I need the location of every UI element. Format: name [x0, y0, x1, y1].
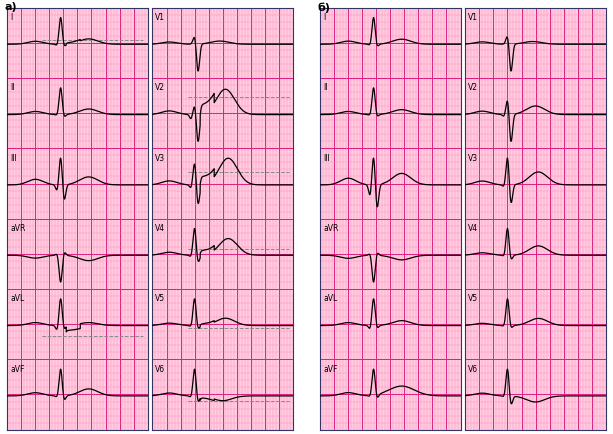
- Text: б): б): [318, 2, 330, 13]
- Text: V3: V3: [155, 153, 166, 162]
- Text: V1: V1: [155, 13, 166, 22]
- Text: V4: V4: [468, 224, 478, 232]
- Text: III: III: [10, 153, 17, 162]
- Text: aVR: aVR: [323, 224, 338, 232]
- Text: aVF: aVF: [10, 364, 25, 373]
- Text: V2: V2: [468, 83, 478, 92]
- Text: aVL: aVL: [323, 293, 337, 302]
- Text: V5: V5: [155, 293, 166, 302]
- Text: V4: V4: [155, 224, 166, 232]
- Text: aVR: aVR: [10, 224, 26, 232]
- Text: V2: V2: [155, 83, 166, 92]
- Text: V1: V1: [468, 13, 478, 22]
- Text: II: II: [323, 83, 327, 92]
- Text: V6: V6: [155, 364, 166, 373]
- Text: V6: V6: [468, 364, 478, 373]
- Text: II: II: [10, 83, 15, 92]
- Text: aVF: aVF: [323, 364, 338, 373]
- Text: I: I: [323, 13, 326, 22]
- Text: III: III: [323, 153, 330, 162]
- Text: V3: V3: [468, 153, 478, 162]
- Text: I: I: [10, 13, 12, 22]
- Text: а): а): [4, 2, 17, 12]
- Text: aVL: aVL: [10, 293, 25, 302]
- Text: V5: V5: [468, 293, 478, 302]
